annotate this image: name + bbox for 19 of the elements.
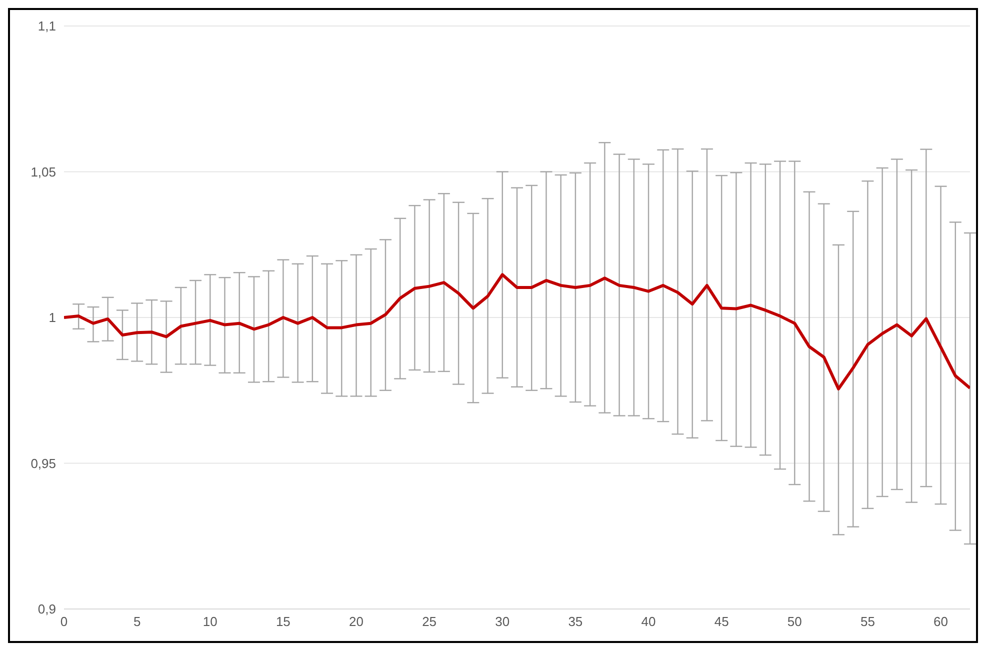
y-tick-label: 0,9	[38, 602, 56, 617]
x-tick-label: 40	[641, 614, 656, 630]
x-tick-label: 50	[787, 614, 802, 630]
x-tick-label: 35	[568, 614, 583, 630]
x-tick-label: 10	[202, 614, 218, 630]
x-tick-label: 5	[133, 614, 141, 630]
x-tick-label: 55	[860, 614, 875, 630]
y-tick-label: 1,1	[38, 18, 56, 34]
y-tick-label: 1	[48, 310, 56, 326]
y-tick-label: 1,05	[30, 164, 56, 180]
x-tick-label: 20	[349, 614, 364, 630]
x-tick-label: 25	[422, 614, 437, 630]
x-tick-label: 30	[495, 614, 510, 630]
x-tick-label: 60	[934, 614, 948, 630]
line-series	[64, 273, 970, 390]
x-tick-label: 0	[60, 614, 68, 630]
x-tick-label: 45	[714, 614, 729, 630]
x-tick-label: 15	[276, 614, 290, 630]
y-tick-label: 0,95	[30, 456, 56, 471]
